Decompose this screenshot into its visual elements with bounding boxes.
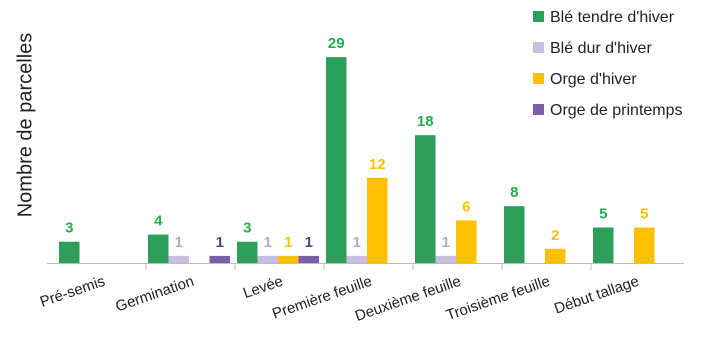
x-tick-label-pre-semis: Pré-semis: [38, 273, 107, 311]
legend-swatch-orge-de-printemps: [533, 104, 544, 115]
bar-orge-de-printemps-levee: [298, 255, 319, 263]
bar-ble-tendre-d-hiver-pre-semis: [59, 241, 80, 263]
x-tick-label-debut-tallage: Début tallage: [552, 273, 641, 318]
data-label-ble-tendre-d-hiver-debut-tallage: 5: [599, 206, 607, 223]
bar-ble-dur-d-hiver-premiere-feuille: [346, 255, 367, 263]
x-tick-label-germination: Germination: [113, 273, 196, 316]
data-label-orge-d-hiver-deuxieme-feuille: 6: [462, 198, 470, 215]
legend-label-ble-dur-d-hiver: Blé dur d'hiver: [550, 40, 652, 57]
data-label-orge-d-hiver-premiere-feuille: 12: [369, 156, 386, 173]
bar-orge-d-hiver-levee: [278, 255, 299, 263]
data-label-ble-tendre-d-hiver-levee: 3: [243, 220, 251, 237]
legend-swatch-ble-dur-d-hiver: [533, 42, 544, 53]
data-label-orge-de-printemps-levee: 1: [305, 234, 313, 251]
y-axis-label: Nombre de parcelles: [14, 33, 36, 218]
legend: Blé tendre d'hiver Blé dur d'hiver Orge d'…: [533, 9, 683, 119]
legend-label-orge-de-printemps: Orge de printemps: [550, 102, 683, 119]
data-label-ble-tendre-d-hiver-troisieme-feuille: 8: [510, 184, 518, 201]
legend-swatch-orge-d-hiver: [533, 73, 544, 84]
legend-label-ble-tendre-d-hiver: Blé tendre d'hiver: [550, 9, 675, 26]
bar-ble-dur-d-hiver-levee: [257, 255, 278, 263]
x-ticks-group: [145, 263, 592, 270]
legend-label-orge-d-hiver: Orge d'hiver: [550, 71, 637, 88]
bar-orge-d-hiver-troisieme-feuille: [545, 248, 566, 263]
legend-swatch-ble-tendre-d-hiver: [533, 11, 544, 22]
bars-group: [59, 57, 655, 263]
data-label-ble-dur-d-hiver-premiere-feuille: 1: [353, 234, 361, 251]
bar-orge-d-hiver-premiere-feuille: [367, 177, 388, 263]
bar-ble-tendre-d-hiver-levee: [237, 241, 258, 263]
bar-ble-dur-d-hiver-deuxieme-feuille: [435, 255, 456, 263]
data-label-ble-dur-d-hiver-germination: 1: [175, 234, 183, 251]
bar-orge-de-printemps-germination: [209, 255, 230, 263]
bar-ble-tendre-d-hiver-troisieme-feuille: [504, 206, 525, 263]
data-label-ble-dur-d-hiver-deuxieme-feuille: 1: [442, 234, 450, 251]
data-label-orge-d-hiver-debut-tallage: 5: [640, 206, 648, 223]
bar-ble-tendre-d-hiver-germination: [148, 234, 169, 263]
bar-orge-d-hiver-deuxieme-feuille: [456, 220, 477, 263]
data-label-ble-dur-d-hiver-levee: 1: [264, 234, 272, 251]
bar-orge-d-hiver-debut-tallage: [634, 227, 655, 263]
data-label-ble-tendre-d-hiver-germination: 4: [154, 213, 163, 230]
data-label-ble-tendre-d-hiver-pre-semis: 3: [65, 220, 73, 237]
bar-ble-dur-d-hiver-germination: [168, 255, 189, 263]
bar-ble-tendre-d-hiver-debut-tallage: [593, 227, 614, 263]
data-label-ble-tendre-d-hiver-deuxieme-feuille: 18: [417, 113, 434, 130]
bar-ble-tendre-d-hiver-deuxieme-feuille: [415, 135, 436, 263]
x-tick-label-levee: Levée: [241, 273, 285, 302]
data-label-orge-de-printemps-germination: 1: [216, 234, 224, 251]
data-label-orge-d-hiver-levee: 1: [284, 234, 292, 251]
bar-ble-tendre-d-hiver-premiere-feuille: [326, 57, 347, 263]
data-label-orge-d-hiver-troisieme-feuille: 2: [551, 227, 559, 244]
data-label-ble-tendre-d-hiver-premiere-feuille: 29: [328, 35, 345, 52]
